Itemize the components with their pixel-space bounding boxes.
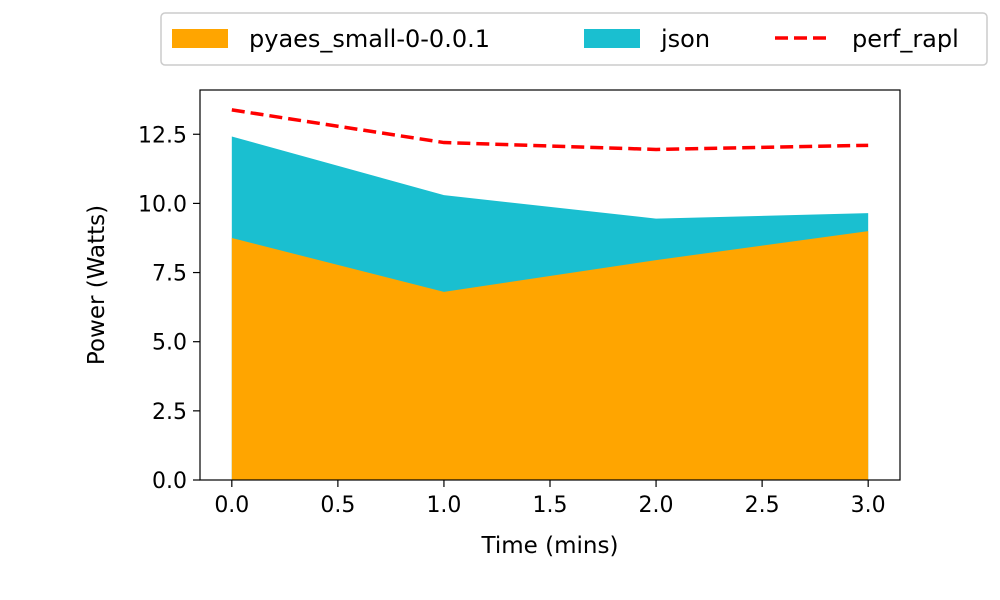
y-axis-label: Power (Watts): [84, 205, 110, 365]
legend-swatch-json: [584, 29, 640, 48]
x-tick-label: 2.5: [745, 493, 780, 518]
area-series-pyaes-small-0-0-0-1: [231, 231, 869, 480]
x-tick-label: 1.5: [533, 493, 568, 518]
y-tick-label: 10.0: [138, 192, 187, 217]
x-tick-label: 2.0: [639, 493, 674, 518]
legend-swatch-pyaes: [172, 29, 228, 48]
legend-frame: [160, 12, 988, 66]
y-tick-label: 2.5: [152, 400, 187, 425]
x-axis-ticks: 0.0 0.5 1.0 1.5 2.0 2.5 3.0: [214, 480, 886, 518]
y-tick-label: 12.5: [138, 123, 187, 148]
y-axis-ticks: 0.0 2.5 5.0 7.5 10.0 12.5: [138, 123, 200, 494]
x-axis-label: Time (mins): [481, 533, 619, 559]
x-tick-label: 0.0: [214, 493, 249, 518]
plot-areas: [231, 136, 869, 480]
legend-label-pyaes: pyaes_small-0-0.0.1: [249, 25, 490, 53]
legend-label-json: json: [660, 25, 710, 53]
y-tick-label: 0.0: [152, 469, 187, 494]
line-series-perf-rapl: [231, 108, 869, 152]
x-tick-label: 3.0: [851, 493, 886, 518]
legend-label-perf-rapl: perf_rapl: [852, 25, 959, 53]
y-tick-label: 5.0: [152, 331, 187, 356]
legend: pyaes_small-0-0.0.1 json perf_rapl: [160, 12, 988, 66]
x-tick-label: 1.0: [426, 493, 461, 518]
plot-lines: [231, 108, 869, 152]
y-tick-label: 7.5: [152, 262, 187, 287]
x-tick-label: 0.5: [320, 493, 355, 518]
